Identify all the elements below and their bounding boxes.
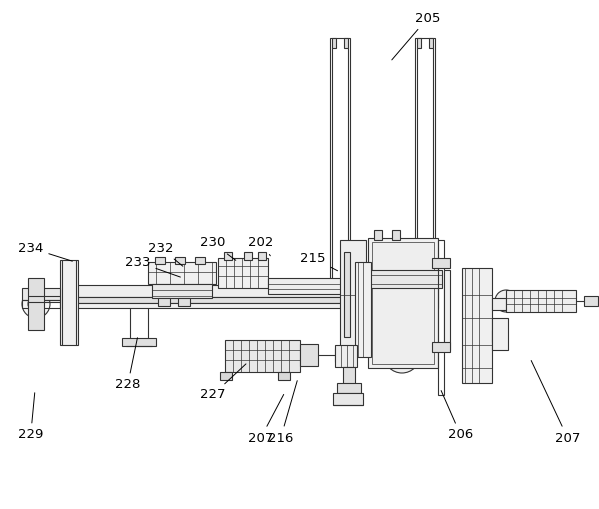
- Bar: [152, 284, 212, 298]
- Bar: [462, 268, 492, 383]
- Bar: [195, 257, 205, 264]
- Bar: [28, 278, 44, 330]
- Bar: [506, 290, 576, 312]
- Bar: [122, 338, 156, 346]
- Bar: [68, 303, 438, 308]
- Bar: [344, 252, 350, 337]
- Bar: [343, 367, 355, 385]
- Bar: [218, 258, 268, 288]
- Text: 207: 207: [531, 360, 580, 444]
- Bar: [60, 260, 78, 345]
- Bar: [224, 252, 232, 260]
- Circle shape: [301, 347, 317, 363]
- Bar: [178, 298, 190, 306]
- Bar: [220, 372, 232, 380]
- Circle shape: [22, 290, 50, 318]
- Bar: [22, 300, 60, 308]
- Bar: [492, 318, 508, 350]
- Circle shape: [495, 290, 517, 312]
- Text: 228: 228: [115, 338, 140, 391]
- Text: 215: 215: [300, 251, 337, 271]
- Bar: [438, 240, 444, 395]
- Bar: [175, 257, 185, 264]
- Bar: [429, 38, 433, 48]
- Bar: [432, 342, 450, 352]
- Bar: [68, 297, 438, 303]
- Text: 234: 234: [18, 241, 72, 261]
- Bar: [333, 393, 363, 405]
- Bar: [332, 38, 336, 48]
- Text: 229: 229: [18, 393, 43, 441]
- Bar: [68, 285, 438, 297]
- Bar: [362, 270, 442, 288]
- Text: 232: 232: [148, 241, 183, 266]
- Bar: [148, 262, 216, 284]
- Text: 216: 216: [268, 381, 297, 444]
- Circle shape: [384, 337, 420, 373]
- Bar: [492, 298, 506, 310]
- Bar: [444, 270, 450, 350]
- Text: 206: 206: [441, 390, 473, 441]
- Text: 230: 230: [200, 237, 236, 260]
- Text: 205: 205: [392, 12, 440, 60]
- Bar: [344, 38, 348, 48]
- Text: 233: 233: [125, 256, 180, 277]
- Bar: [374, 230, 382, 240]
- Bar: [368, 238, 438, 368]
- Bar: [355, 262, 371, 357]
- Bar: [244, 252, 252, 260]
- Bar: [278, 372, 290, 380]
- Bar: [392, 230, 400, 240]
- Circle shape: [34, 302, 38, 306]
- Bar: [372, 242, 434, 364]
- Bar: [432, 258, 450, 268]
- Circle shape: [398, 351, 406, 359]
- Bar: [337, 383, 361, 393]
- Text: 202: 202: [248, 237, 273, 256]
- Bar: [340, 240, 366, 350]
- Bar: [225, 340, 300, 372]
- Bar: [22, 288, 60, 300]
- Bar: [300, 344, 318, 366]
- Bar: [158, 298, 170, 306]
- Bar: [584, 296, 598, 306]
- Bar: [155, 257, 165, 264]
- Bar: [330, 38, 350, 283]
- Bar: [492, 330, 506, 342]
- Bar: [258, 252, 266, 260]
- Text: 207: 207: [248, 394, 284, 444]
- Bar: [268, 278, 348, 294]
- Bar: [335, 345, 357, 367]
- Text: 227: 227: [200, 364, 246, 402]
- Bar: [415, 38, 435, 283]
- Bar: [417, 38, 421, 48]
